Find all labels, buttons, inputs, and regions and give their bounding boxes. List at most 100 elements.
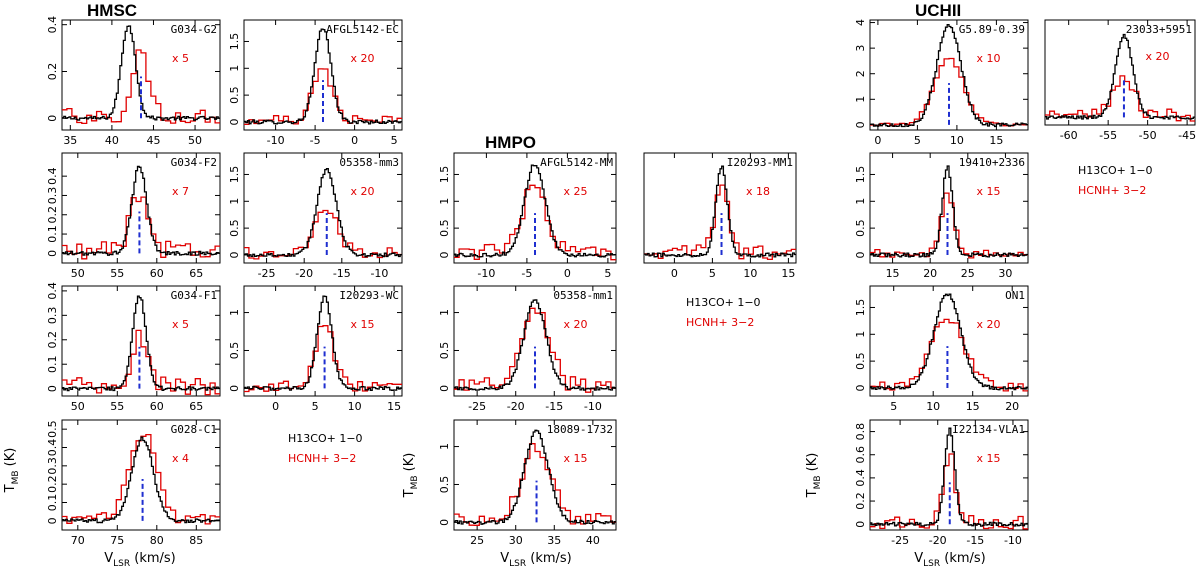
x-tick-label: 20 xyxy=(1005,400,1019,413)
x-tick-label: 5 xyxy=(391,134,398,147)
y-tick-label: 0 xyxy=(46,517,59,524)
y-tick-label: 0.5 xyxy=(228,342,241,360)
spectrum-panel: 5 10 15 20 0 0.5 1 1.5 ON1 x 20 xyxy=(854,285,1029,413)
y-tick-label: 1.5 xyxy=(228,166,241,184)
h13co-spectrum xyxy=(870,293,1028,391)
scale-factor: x 25 xyxy=(563,185,587,198)
y-tick-label: 0.5 xyxy=(438,219,451,237)
scale-factor: x 20 xyxy=(350,52,374,65)
y-axis-label: TMB (K) xyxy=(402,453,420,499)
source-name: 23033+5951 xyxy=(1126,23,1192,36)
y-tick-label: 0.3 xyxy=(46,457,59,475)
x-tick-label: 5 xyxy=(914,134,921,147)
hcnh-spectrum xyxy=(454,307,616,393)
scale-factor: x 18 xyxy=(746,185,770,198)
y-tick-label: 0.5 xyxy=(854,219,867,237)
x-tick-label: -25 xyxy=(891,534,909,547)
x-tick-label: 15 xyxy=(387,400,401,413)
source-name: I22134-VLA1 xyxy=(952,423,1025,436)
x-tick-label: -10 xyxy=(370,267,388,280)
spectrum-panel: -25 -20 -15 -10 0 0.5 1 1.5 05358-mm3 x 20 xyxy=(228,152,403,280)
x-tick-label: 0 xyxy=(874,134,881,147)
panel-frame xyxy=(243,285,403,397)
y-tick-label: 1 xyxy=(854,96,867,103)
y-tick-label: 1 xyxy=(854,331,867,338)
x-tick-label: 30 xyxy=(509,534,523,547)
x-tick-label: 0 xyxy=(671,267,678,280)
y-tick-label: 0.4 xyxy=(46,282,59,300)
h13co-spectrum xyxy=(62,436,220,524)
hcnh-spectrum xyxy=(244,209,402,260)
x-tick-label: -45 xyxy=(1178,129,1196,142)
panel-frame xyxy=(61,19,221,131)
h13co-spectrum xyxy=(244,28,402,125)
spectrum-panel: 15 20 25 30 0 0.5 1 1.5 19410+2336 x 15 xyxy=(854,152,1029,280)
source-name: 05358-mm3 xyxy=(339,156,399,169)
hcnh-spectrum xyxy=(62,433,220,525)
x-tick-label: 70 xyxy=(71,534,85,547)
scale-factor: x 15 xyxy=(350,318,374,331)
legend-red-label: HCNH+ 3−2 xyxy=(1078,184,1146,197)
h13co-spectrum xyxy=(1045,33,1195,120)
scale-factor: x 20 xyxy=(1145,50,1169,63)
hcnh-spectrum xyxy=(454,443,616,526)
spectrum-panel: -25 -20 -15 -10 0 0.2 0.4 0.6 0.8 I22134-VLA1 x 15 xyxy=(854,419,1029,547)
y-tick-label: 0.5 xyxy=(46,420,59,438)
spectrum-panel: 0 5 10 15 0 1 2 3 4 G5.89-0.39 x 10 xyxy=(854,19,1029,147)
panel-frame xyxy=(869,285,1029,397)
x-tick-label: -15 xyxy=(333,267,351,280)
x-tick-label: 5 xyxy=(312,400,319,413)
x-tick-label: 80 xyxy=(150,534,164,547)
y-tick-label: 0.5 xyxy=(228,219,241,237)
source-name: 18089-1732 xyxy=(547,423,613,436)
h13co-spectrum xyxy=(62,165,220,256)
x-tick-label: -20 xyxy=(507,400,525,413)
y-tick-label: 0 xyxy=(854,121,867,128)
legend-black-label: H13CO+ 1−0 xyxy=(1078,164,1153,177)
x-tick-label: 15 xyxy=(989,134,1003,147)
hcnh-spectrum xyxy=(1045,75,1195,122)
x-tick-label: 50 xyxy=(71,400,85,413)
hcnh-spectrum xyxy=(62,49,220,125)
y-tick-label: 1.5 xyxy=(854,166,867,184)
x-axis-label: VLSR (km/s) xyxy=(500,551,572,569)
y-axis-label: TMB (K) xyxy=(3,448,21,494)
scale-factor: x 5 xyxy=(172,318,189,331)
x-tick-label: 10 xyxy=(743,267,757,280)
y-tick-label: 0.2 xyxy=(46,63,59,81)
hcnh-spectrum xyxy=(870,57,1028,127)
x-tick-label: 35 xyxy=(63,134,77,147)
spectrum-panel: -10 -5 0 5 0 0.5 1 1.5 AFGL5142-EC x 20 xyxy=(228,19,403,147)
panel-frame xyxy=(243,19,403,131)
scale-factor: x 5 xyxy=(172,52,189,65)
x-tick-label: 55 xyxy=(110,400,124,413)
h13co-spectrum xyxy=(454,164,616,258)
y-tick-label: 0.2 xyxy=(46,331,59,349)
y-tick-label: 0.8 xyxy=(854,423,867,441)
y-tick-label: 0 xyxy=(46,385,59,392)
x-tick-label: 5 xyxy=(604,267,611,280)
group-title-hmpo: HMPO xyxy=(485,133,536,152)
legend-black-label: H13CO+ 1−0 xyxy=(288,432,363,445)
x-tick-label: 0 xyxy=(351,134,358,147)
x-tick-label: -20 xyxy=(929,534,947,547)
group-title-hmsc: HMSC xyxy=(87,1,137,20)
source-name: G034-F1 xyxy=(171,289,217,302)
scale-factor: x 15 xyxy=(976,185,1000,198)
hcnh-spectrum xyxy=(870,192,1028,259)
y-tick-label: 0.5 xyxy=(438,342,451,360)
y-tick-label: 2 xyxy=(854,70,867,77)
y-tick-label: 1 xyxy=(228,309,241,316)
y-tick-label: 0.4 xyxy=(46,16,59,34)
source-name: I20293-WC xyxy=(339,289,399,302)
y-tick-label: 0 xyxy=(854,521,867,528)
x-tick-label: 10 xyxy=(348,400,362,413)
hcnh-spectrum xyxy=(62,196,220,260)
y-tick-label: 0 xyxy=(438,251,451,258)
y-tick-label: 1 xyxy=(854,198,867,205)
spectrum-panel: 50 55 60 65 0 0.1 0.2 0.3 0.4 G034-F1 x 5 xyxy=(46,282,221,413)
x-tick-label: -5 xyxy=(521,267,532,280)
y-tick-label: 0 xyxy=(438,385,451,392)
x-tick-label: -10 xyxy=(1004,534,1022,547)
x-tick-label: -50 xyxy=(1139,129,1157,142)
